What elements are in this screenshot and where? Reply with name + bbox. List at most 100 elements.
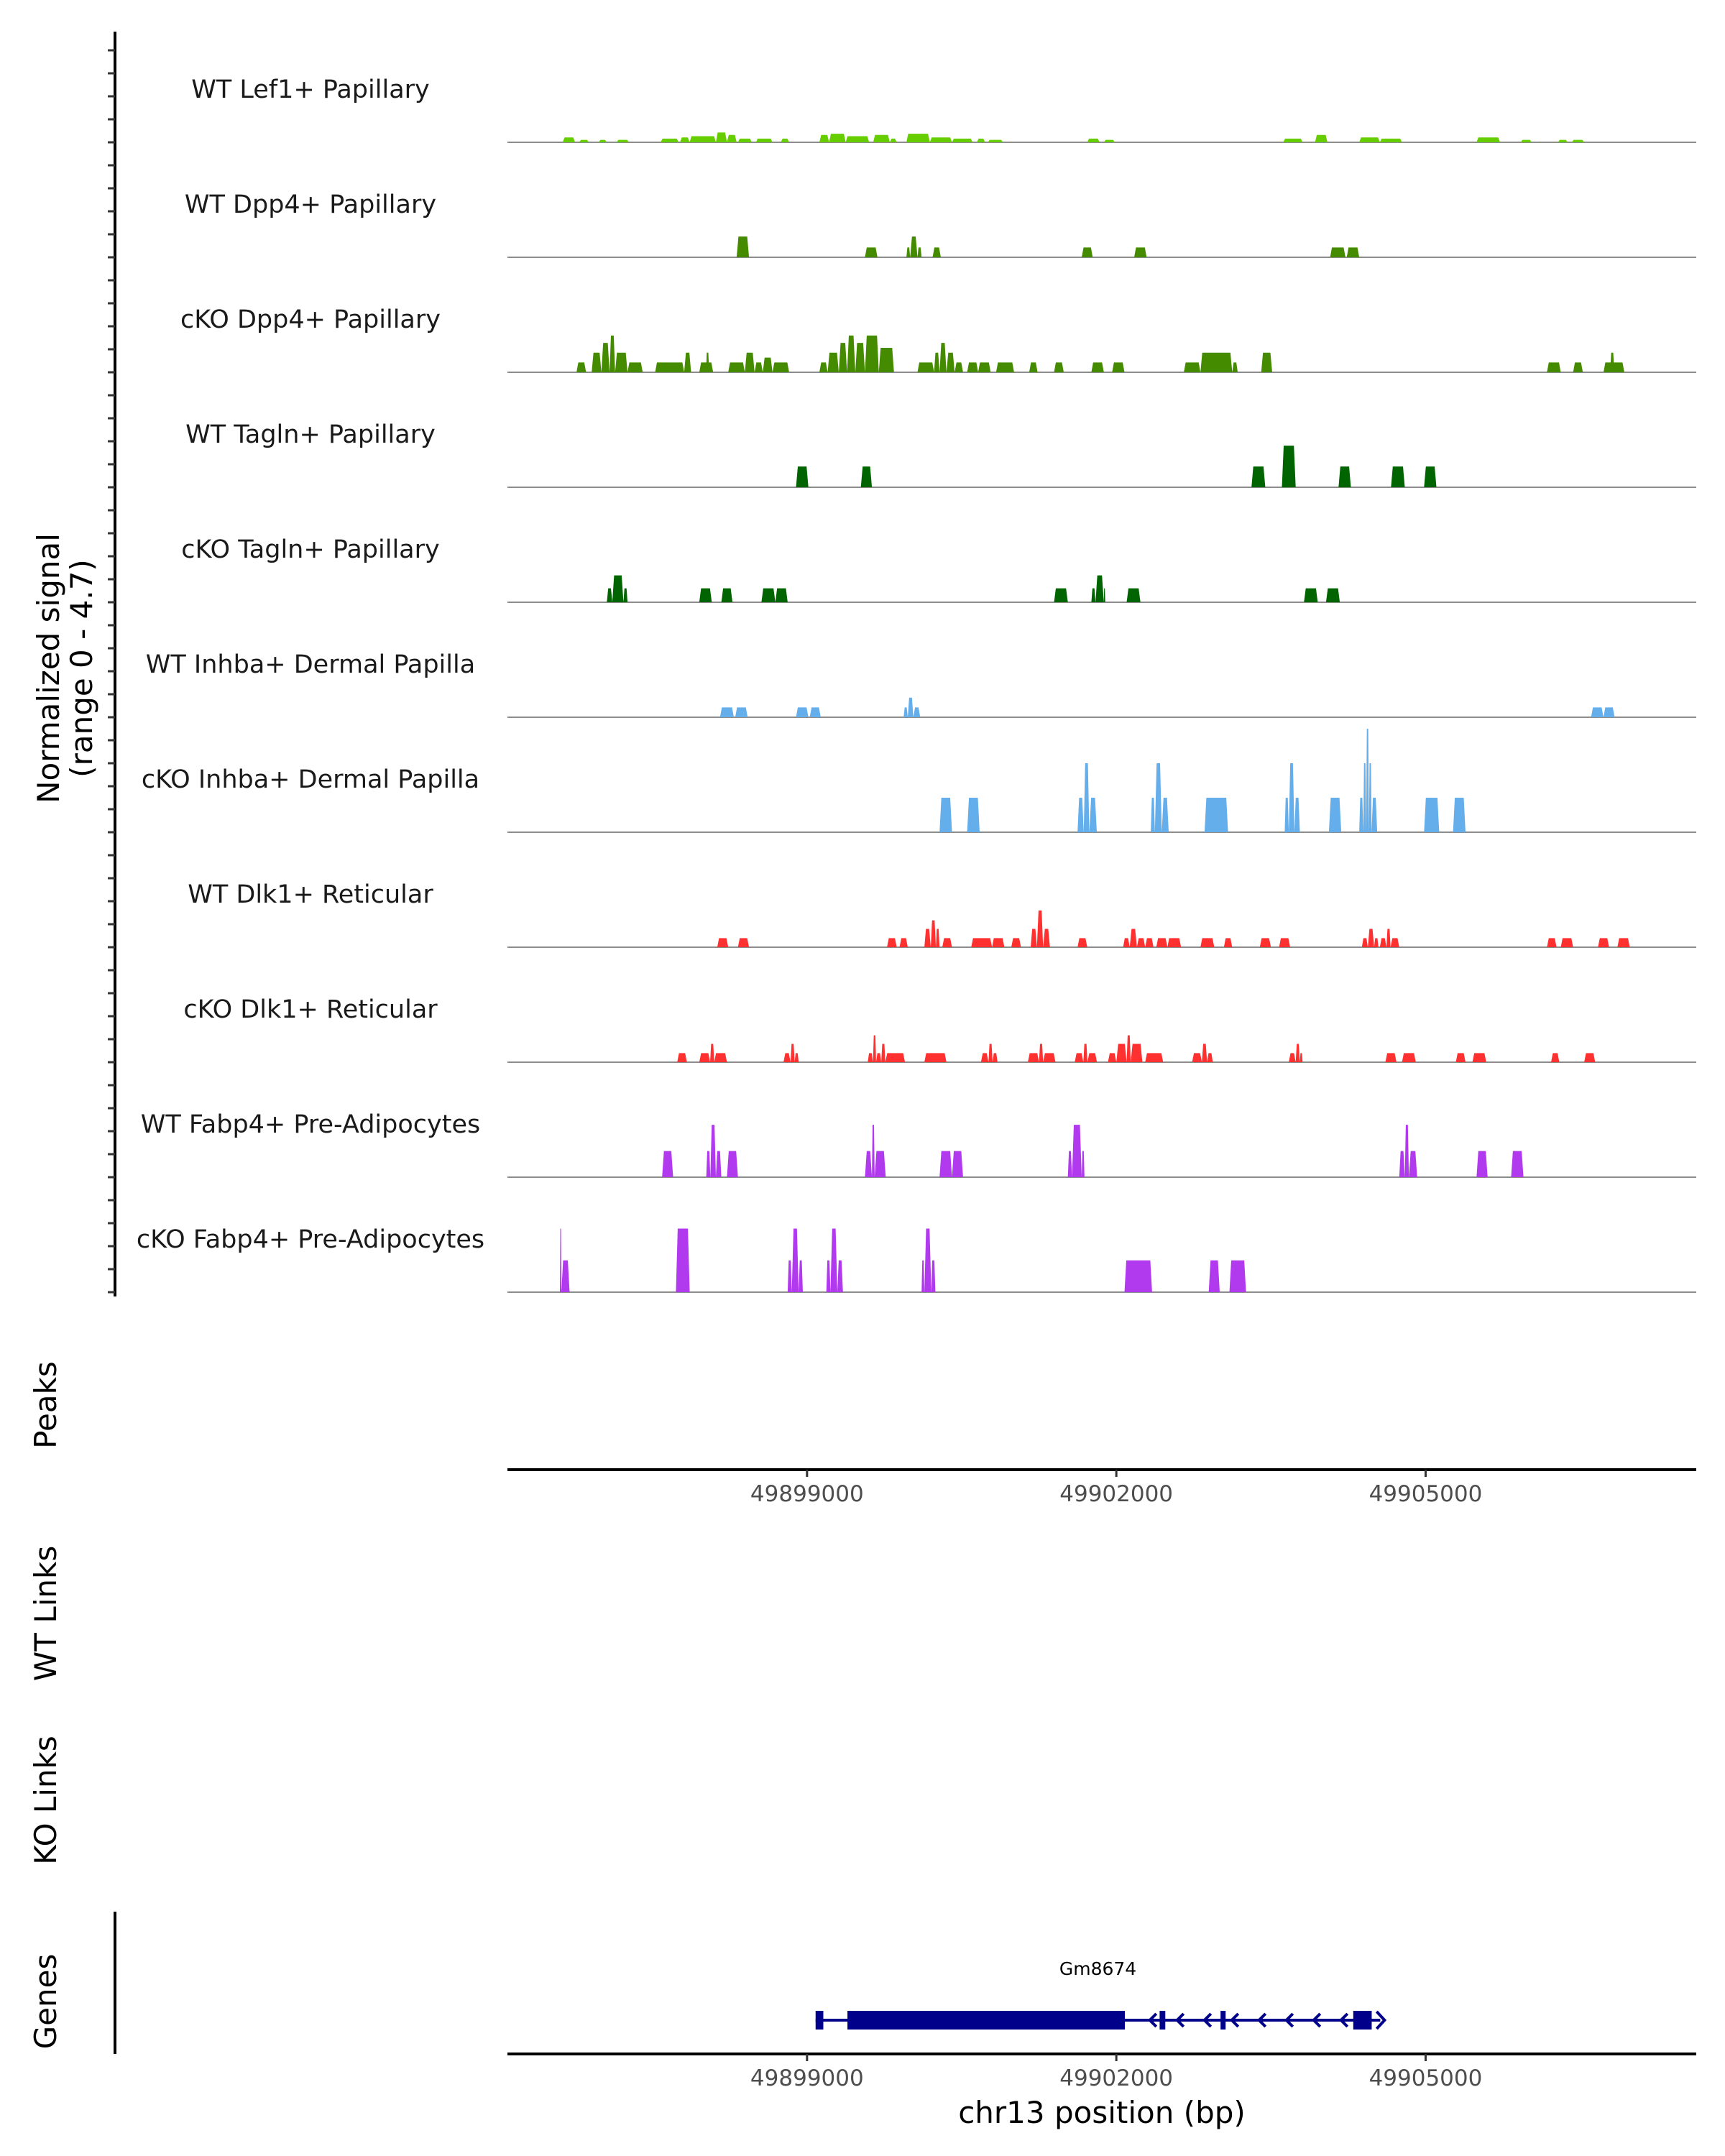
signal-peak — [1573, 362, 1583, 372]
signal-peak — [1617, 938, 1630, 947]
signal-peak — [794, 1053, 799, 1062]
signal-peak — [819, 134, 829, 142]
signal-peak — [1036, 910, 1044, 947]
signal-peak — [710, 1044, 714, 1062]
signal-peak — [1359, 137, 1380, 142]
signal-peak — [1371, 798, 1378, 832]
signal-peak — [910, 236, 918, 257]
signal-peak — [967, 362, 978, 372]
strand-arrow-icon — [1147, 2012, 1158, 2028]
strand-arrow-icon — [1338, 2012, 1349, 2028]
signal-peak — [1192, 1053, 1202, 1062]
track-label: cKO Inhba+ Dermal Papilla — [142, 765, 479, 794]
signal-peak — [939, 798, 952, 832]
signal-peak — [1511, 1151, 1524, 1177]
signal-peak — [1154, 763, 1162, 832]
signal-peak — [908, 697, 914, 717]
signal-peak — [1283, 138, 1303, 142]
signal-peak — [607, 588, 612, 602]
signal-peak — [735, 707, 748, 717]
signal-peak — [1366, 729, 1369, 832]
signal-peak — [946, 352, 955, 372]
track-label: WT Lef1+ Papillary — [191, 75, 430, 104]
signal-peak — [875, 1053, 882, 1062]
signal-peak — [1294, 798, 1300, 832]
signal-peak — [616, 139, 629, 142]
signal-peak — [1116, 1044, 1127, 1062]
signal-peak — [1289, 1053, 1296, 1062]
x-tick-label: 49902000 — [1059, 2065, 1173, 2091]
signal-peak — [839, 343, 847, 372]
signal-peak — [887, 938, 897, 947]
peaks-panel-label: Peaks — [28, 1361, 63, 1449]
signal-peak — [1551, 1053, 1560, 1062]
track-label: cKO Fabp4+ Pre-Adipocytes — [137, 1225, 484, 1254]
track-3: WT Tagln+ Papillary — [185, 420, 1696, 488]
signal-peak — [1424, 466, 1437, 487]
signal-peak — [855, 343, 865, 372]
signal-peak — [1184, 362, 1201, 372]
signal-peak — [717, 938, 729, 947]
signal-peak — [655, 362, 684, 372]
y-axis-title-line1: Normalized signal — [31, 533, 66, 803]
track-label: cKO Tagln+ Papillary — [181, 535, 440, 564]
signal-peak — [799, 1260, 803, 1292]
gene-name-label: Gm8674 — [1059, 1958, 1136, 1979]
signal-peak — [1402, 1053, 1416, 1062]
signal-peak — [873, 134, 890, 142]
signal-peak — [684, 352, 691, 372]
signal-peak — [1167, 938, 1182, 947]
signal-peak — [934, 352, 940, 372]
signal-peak — [826, 1260, 831, 1292]
signal-peak — [1300, 1053, 1303, 1062]
signal-peak — [1330, 247, 1346, 257]
signal-peak — [1547, 938, 1557, 947]
signal-peak — [576, 362, 586, 372]
signal-peak — [719, 707, 734, 717]
signal-peak — [676, 1228, 690, 1292]
signal-peak — [1077, 798, 1084, 832]
track-label: WT Dlk1+ Reticular — [188, 880, 433, 909]
signal-peak — [1077, 938, 1087, 947]
signal-tracks: WT Lef1+ Papillary WT Dpp4+ Papillary cKO … — [137, 75, 1696, 1293]
signal-peak — [763, 357, 773, 372]
signal-peak — [1145, 1053, 1164, 1062]
signal-peak — [1134, 247, 1147, 257]
signal-peak — [790, 1044, 795, 1062]
signal-peak — [775, 588, 788, 602]
x-axis-title: chr13 position (bp) — [958, 2095, 1246, 2130]
signal-peak — [1261, 352, 1272, 372]
signal-peak — [1223, 938, 1233, 947]
signal-peak — [1126, 588, 1141, 602]
signal-peak — [1156, 938, 1168, 947]
signal-peak — [931, 1260, 936, 1292]
signal-peak — [837, 1260, 843, 1292]
signal-peak — [560, 1228, 561, 1292]
track-7: WT Dlk1+ Reticular — [188, 880, 1696, 948]
signal-peak — [1067, 1151, 1072, 1177]
signal-peak — [1204, 798, 1228, 832]
signal-peak — [561, 1260, 570, 1292]
x-tick-label: 49899000 — [750, 1481, 864, 1507]
signal-peak — [1315, 134, 1328, 142]
signal-peak — [952, 138, 973, 142]
signal-peak — [1039, 1044, 1044, 1062]
signal-peak — [1043, 929, 1050, 947]
signal-peak — [728, 362, 745, 372]
signal-peak — [699, 588, 712, 602]
signal-peak — [936, 929, 940, 947]
signal-peak — [796, 707, 809, 717]
signal-peak — [1603, 707, 1615, 717]
gene-track: Gm8674 — [815, 1958, 1387, 2030]
signal-peak — [939, 1151, 952, 1177]
track-5: WT Inhba+ Dermal Papilla — [146, 650, 1696, 718]
signal-peak — [1124, 1260, 1152, 1292]
signal-peak — [612, 575, 624, 602]
signal-peak — [860, 466, 873, 487]
signal-peak — [598, 139, 607, 142]
signal-peak — [1282, 446, 1296, 487]
signal-peak — [677, 1053, 687, 1062]
track-4: cKO Tagln+ Papillary — [181, 535, 1696, 603]
signal-peak — [924, 929, 931, 947]
